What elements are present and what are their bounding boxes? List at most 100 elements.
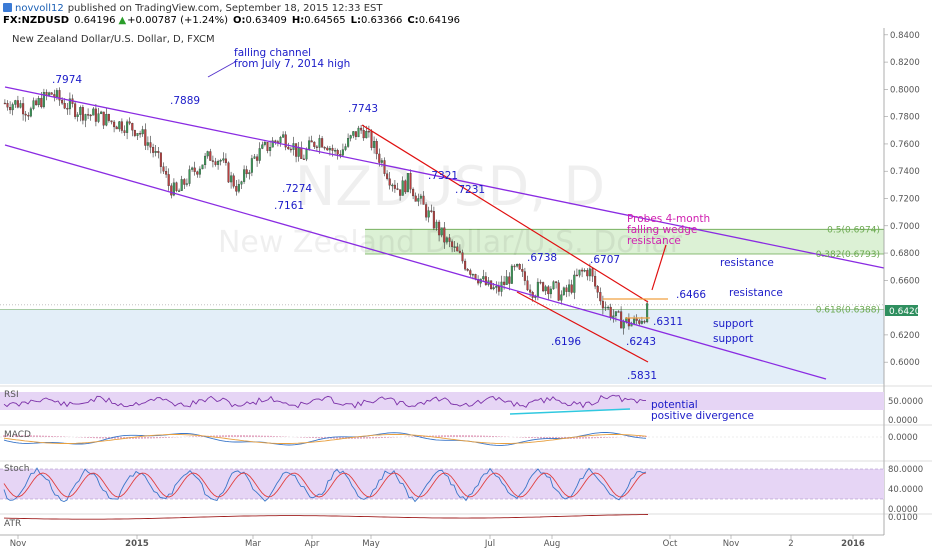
y-tick-label: 0.6800: [890, 249, 920, 259]
candle: [469, 268, 472, 278]
candle: [258, 142, 261, 164]
rsi-label: RSI: [4, 390, 19, 400]
candle: [113, 119, 116, 133]
annotation-probes-resistance: resistance: [627, 235, 681, 247]
candle: [209, 148, 212, 161]
y-tick-label: 0.6600: [890, 276, 920, 286]
candle: [219, 158, 222, 166]
watermark-name: New Zealand Dollar/U.S. Dollar: [218, 225, 683, 260]
candle: [84, 113, 87, 128]
candle: [383, 157, 386, 177]
candle: [175, 181, 178, 193]
candle: [601, 295, 604, 315]
candle: [32, 97, 35, 111]
candle: [552, 280, 555, 290]
candle: [133, 129, 136, 138]
candle: [167, 168, 170, 191]
candle: [201, 164, 204, 170]
stoch-tick-0: 0.0000: [888, 505, 918, 515]
label-6738: .6738: [527, 252, 557, 264]
candle: [42, 88, 45, 109]
candle: [154, 145, 157, 157]
candle: [386, 170, 389, 181]
candle: [282, 131, 285, 138]
candle: [557, 279, 560, 302]
candle: [146, 136, 149, 151]
candle: [115, 125, 118, 130]
candle: [412, 187, 415, 200]
candle: [6, 100, 9, 111]
candle: [396, 182, 399, 191]
candle: [35, 98, 38, 106]
annotation-resistance-upper: resistance: [720, 257, 774, 269]
y-tick-label: 0.7600: [890, 140, 920, 150]
candle: [126, 119, 129, 140]
candle: [453, 241, 456, 252]
candle: [313, 141, 316, 150]
candle: [66, 102, 69, 115]
candle: [562, 286, 565, 297]
macd-tick-0: 0.0000: [888, 433, 918, 443]
candle: [380, 158, 383, 167]
wedge-lower-line: [516, 291, 649, 363]
candle: [323, 146, 326, 151]
candle: [461, 249, 464, 264]
candle: [391, 183, 394, 192]
candle: [586, 268, 589, 281]
candle: [27, 112, 30, 121]
annotation-channel-origin: from July 7, 2014 high: [234, 58, 350, 70]
label-7321: .7321: [428, 170, 458, 182]
candle: [432, 206, 435, 231]
y-tick-label: 0.6200: [890, 331, 920, 341]
candle: [22, 97, 25, 121]
wedge-upper-line: [361, 124, 649, 303]
candle: [456, 242, 459, 252]
candle: [430, 204, 433, 213]
candle: [227, 161, 230, 183]
candle: [466, 268, 469, 272]
author-name[interactable]: novvoll12 published on TradingView.com, S…: [15, 3, 383, 14]
candle: [128, 117, 131, 126]
candle: [136, 133, 139, 140]
candle: [118, 120, 121, 132]
x-axis-ticks: Nov 2015 Mar Apr May Jul Aug Oct Nov 2 2016: [10, 535, 865, 549]
candle: [105, 108, 108, 127]
label-7161: .7161: [274, 200, 304, 212]
x-tick-label: 2016: [841, 539, 865, 549]
candle: [451, 239, 454, 253]
y-tick-label: 0.7400: [890, 167, 920, 177]
candle: [183, 178, 186, 190]
candle: [414, 192, 417, 202]
candle: [287, 142, 290, 150]
y-tick-label: 0.8400: [890, 31, 920, 41]
candlestick-series: [3, 87, 649, 335]
macd-pane: MACD 0.0000: [0, 424, 932, 446]
candle: [549, 286, 552, 299]
atr-tick: 0.0100: [888, 513, 918, 523]
candle: [139, 130, 142, 138]
annotation-resistance-lower: resistance: [729, 287, 783, 299]
candle: [141, 125, 144, 137]
candle: [638, 318, 641, 327]
candle: [518, 263, 521, 271]
chart-title: New Zealand Dollar/U.S. Dollar, D, FXCM: [12, 34, 215, 45]
candle: [196, 170, 199, 178]
x-tick-label: Oct: [663, 539, 678, 549]
candle: [357, 125, 360, 138]
candle: [284, 131, 287, 151]
y-tick-label: 0.7800: [890, 113, 920, 123]
candle: [419, 193, 422, 205]
candle: [375, 138, 378, 160]
candle: [427, 206, 430, 223]
candle: [24, 110, 27, 122]
candle: [245, 165, 248, 178]
candle: [591, 267, 594, 282]
candle: [360, 125, 363, 134]
up-arrow-icon: ▲: [118, 15, 126, 26]
stoch-tick-80: 80.0000: [888, 465, 923, 475]
candle: [458, 244, 461, 254]
candle: [370, 129, 373, 151]
candle: [349, 134, 352, 142]
candle: [573, 270, 576, 300]
candle: [110, 120, 113, 125]
